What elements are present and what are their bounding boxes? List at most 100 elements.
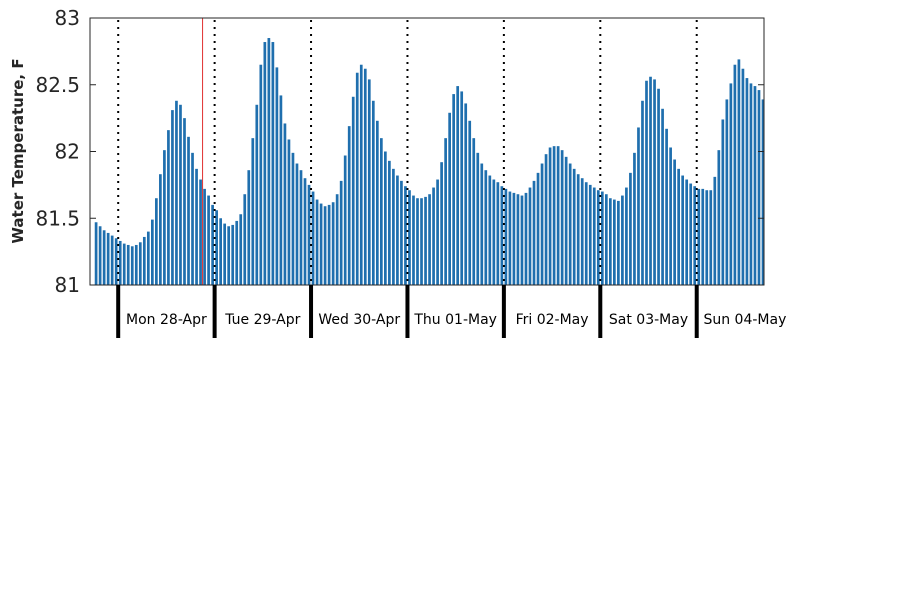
bar — [556, 146, 560, 285]
bar — [444, 138, 447, 285]
bar — [496, 182, 500, 285]
bar — [183, 118, 186, 286]
day-label: Sat 03-May — [609, 312, 688, 328]
bar — [757, 90, 761, 285]
bar — [392, 168, 395, 285]
day-label: Fri 02-May — [516, 312, 589, 328]
bar — [408, 190, 411, 285]
bar — [613, 199, 616, 285]
bar — [279, 95, 283, 286]
bar — [456, 86, 460, 285]
bar — [669, 147, 672, 285]
bar — [448, 112, 451, 285]
bar — [223, 223, 227, 285]
bar — [94, 222, 98, 285]
bar — [677, 168, 680, 285]
bar — [629, 172, 632, 285]
x-axis-day-labels: Mon 28-Apr Tue 29-Apr Wed 30-Apr Thu 01-May… — [116, 285, 786, 338]
bar — [721, 119, 725, 286]
bar — [159, 174, 162, 285]
bar — [275, 67, 279, 286]
bar — [753, 86, 757, 285]
bar — [617, 200, 620, 285]
bar — [416, 198, 419, 285]
bar — [187, 136, 190, 285]
bar — [604, 194, 608, 285]
bar — [705, 190, 709, 285]
bar — [572, 168, 576, 285]
bar — [548, 147, 552, 285]
bar — [540, 163, 544, 285]
bar — [404, 186, 407, 285]
bar — [733, 64, 737, 285]
bar — [167, 130, 170, 285]
bar — [729, 83, 733, 285]
bar — [118, 240, 122, 285]
bar — [259, 64, 263, 285]
bar — [472, 138, 476, 285]
bar — [114, 238, 118, 285]
bar — [291, 152, 295, 285]
bar — [761, 99, 765, 286]
bar — [191, 152, 194, 285]
bar — [588, 184, 592, 286]
bar — [231, 224, 235, 285]
bar — [271, 42, 275, 285]
bar — [641, 100, 644, 286]
bar — [516, 194, 520, 285]
bar — [420, 198, 423, 285]
day-label: Tue 29-Apr — [224, 312, 300, 328]
bar — [424, 196, 427, 285]
bar — [98, 226, 102, 285]
bar — [195, 168, 198, 285]
bar — [327, 204, 331, 285]
bar — [596, 190, 600, 285]
bar — [207, 195, 210, 285]
bar — [717, 150, 721, 285]
bar — [359, 64, 363, 285]
bar — [428, 194, 431, 285]
bar — [532, 180, 536, 285]
bar — [110, 235, 114, 285]
bar — [396, 175, 399, 285]
bar — [580, 178, 584, 285]
bar — [452, 94, 456, 285]
bar — [130, 246, 134, 285]
bar — [175, 100, 178, 286]
bar — [363, 68, 367, 285]
y-axis: 81 81.5 82 82.5 83 — [35, 6, 764, 297]
bar — [637, 127, 640, 285]
bar — [299, 170, 303, 285]
bar — [504, 188, 508, 285]
bar — [255, 104, 259, 285]
bar — [621, 195, 624, 285]
bar — [480, 163, 484, 285]
bar — [432, 187, 435, 285]
bar — [199, 179, 202, 285]
bar — [106, 232, 110, 285]
bar — [367, 79, 371, 285]
bar — [311, 191, 315, 285]
bar — [163, 150, 166, 285]
bar — [142, 236, 146, 285]
bar — [649, 76, 652, 286]
bar — [665, 128, 668, 285]
bar — [151, 219, 154, 285]
bar — [388, 160, 391, 285]
bar — [215, 210, 218, 285]
bar — [697, 188, 701, 285]
bar — [500, 186, 504, 285]
bar — [351, 96, 355, 286]
y-tick-label: 81 — [55, 273, 80, 297]
bar — [235, 220, 239, 285]
bar — [689, 183, 693, 285]
bar — [568, 163, 572, 285]
bar — [693, 186, 697, 285]
bar — [243, 194, 247, 285]
bar — [492, 179, 496, 285]
bar — [673, 159, 676, 285]
bar — [122, 243, 126, 285]
bar — [512, 192, 516, 285]
bar — [323, 206, 327, 285]
